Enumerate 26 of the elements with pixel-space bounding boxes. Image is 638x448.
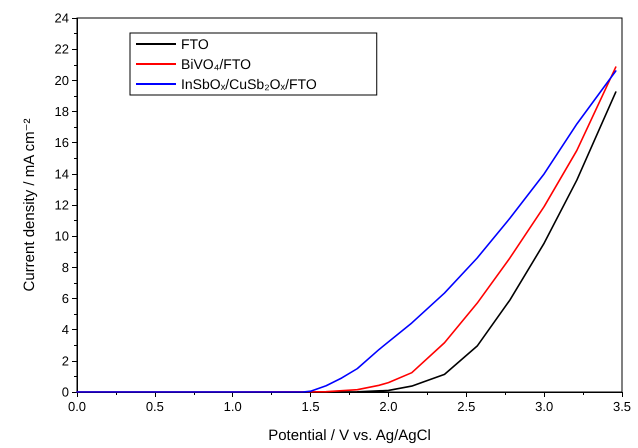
x-tick-label: 0.0 <box>68 399 86 414</box>
y-tick-label: 10 <box>54 228 69 244</box>
x-tick-label: 3.5 <box>612 399 632 414</box>
x-tick-label: 2.0 <box>379 399 398 414</box>
y-tick-label: 8 <box>62 260 69 275</box>
x-tick-label: 0.5 <box>146 399 164 414</box>
x-axis-title: Potential / V vs. Ag/AgCl <box>268 427 431 444</box>
y-axis-title: Current density / mA cm⁻² <box>21 118 38 292</box>
x-tick-label: 1.0 <box>224 399 242 414</box>
y-tick-label: 18 <box>54 104 69 119</box>
y-tick-label: 14 <box>54 166 69 182</box>
y-tick-label: 4 <box>62 322 69 338</box>
y-tick-label: 12 <box>54 198 69 212</box>
legend-label: InSbOₓ/CuSb₂Oₓ/FTO <box>181 76 317 92</box>
x-tick-label: 2.5 <box>457 399 476 414</box>
y-tick-label: 20 <box>54 72 69 88</box>
x-tick-label: 3.0 <box>535 399 554 414</box>
y-tick-label: 2 <box>62 353 69 368</box>
y-tick-label: 22 <box>54 42 69 57</box>
legend-label: FTO <box>181 36 209 52</box>
y-tick-label: 16 <box>54 135 69 150</box>
y-tick-label: 6 <box>62 291 69 306</box>
y-tick-label: 24 <box>54 10 69 26</box>
y-tick-label: 0 <box>62 384 69 400</box>
x-tick-label: 1.5 <box>302 399 320 414</box>
legend-label: BiVO₄/FTO <box>181 56 252 72</box>
